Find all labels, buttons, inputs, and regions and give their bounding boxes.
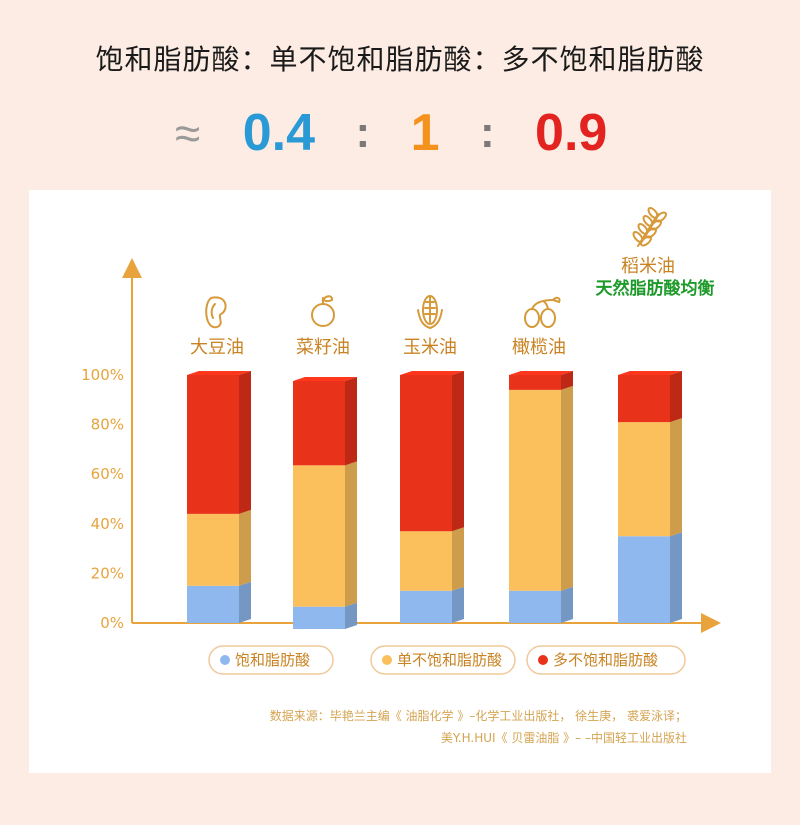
source-line-2: 美Y.H.HUI《 贝雷油脂 》– –中国轻工业出版社: [441, 730, 687, 745]
y-tick-label: 20%: [91, 564, 124, 582]
legend-label: 饱和脂肪酸: [235, 651, 310, 669]
bar-segment: [509, 586, 573, 623]
legend-item: 单不饱和脂肪酸: [370, 645, 516, 675]
legend-item: 饱和脂肪酸: [208, 645, 334, 675]
bar-segment: [187, 581, 251, 623]
stacked-bar-chart: 0% 20% 40% 60% 80% 100% 大豆油 菜籽油 玉米油 橄榄油 稻米油 天然脂肪酸…: [81, 207, 721, 745]
bar-segment: [400, 371, 464, 532]
legend-swatch: [538, 655, 548, 665]
bar-segment: [618, 532, 682, 623]
corn-icon: [417, 295, 443, 330]
y-tick-label: 60%: [91, 465, 124, 483]
ratio-row: ≈ 0.4 : 1 : 0.9: [175, 100, 608, 163]
bar-segment: [293, 377, 357, 466]
headline: 饱和脂肪酸：单不饱和脂肪酸：多不饱和脂肪酸: [95, 43, 705, 76]
bean-icon: [205, 296, 227, 329]
bar-top: [400, 371, 464, 375]
ratio-saturated-value: 0.4: [242, 104, 315, 163]
olive-icon: [524, 296, 561, 328]
bar-segment: [618, 418, 682, 537]
bar-top: [187, 371, 251, 375]
bar-segment: [618, 371, 682, 423]
category-label: 大豆油: [190, 337, 244, 358]
bar-segment: [293, 602, 357, 629]
bar-segment: [187, 371, 251, 514]
chart-card: 0% 20% 40% 60% 80% 100% 大豆油 菜籽油 玉米油 橄榄油 稻米油 天然脂肪酸…: [29, 190, 771, 773]
wheat-icon: [632, 207, 667, 247]
y-tick-label: 0%: [100, 614, 124, 632]
ratio-separator: :: [479, 108, 495, 158]
bar-segment: [400, 586, 464, 623]
source-line-1: 数据来源：毕艳兰主编《 油脂化学 》–化学工业出版社， 徐生庚， 裘爱泳译；: [270, 708, 687, 723]
legend-swatch: [382, 655, 392, 665]
bar-segment: [509, 385, 573, 591]
ratio-polyunsaturated-value: 0.9: [535, 104, 608, 163]
bar-segment: [509, 371, 573, 390]
approx-sign: ≈: [175, 107, 201, 160]
ratio-monounsaturated-value: 1: [410, 104, 440, 163]
bar-top: [509, 371, 573, 375]
highlight-text: 天然脂肪酸均衡: [596, 278, 715, 299]
bar-top: [293, 377, 357, 381]
y-tick-label: 100%: [81, 366, 124, 384]
legend-swatch: [220, 655, 230, 665]
bar-segment: [187, 509, 251, 586]
y-tick-label: 40%: [91, 515, 124, 533]
category-label: 稻米油: [621, 256, 675, 277]
ratio-separator: :: [355, 108, 371, 158]
bar-segment: [400, 527, 464, 591]
legend-label: 多不饱和脂肪酸: [553, 651, 658, 669]
y-tick-label: 80%: [91, 416, 124, 434]
category-label: 菜籽油: [296, 337, 350, 358]
bar-segment: [293, 461, 357, 607]
category-label: 橄榄油: [512, 337, 566, 358]
bar-top: [618, 371, 682, 375]
legend-label: 单不饱和脂肪酸: [397, 651, 502, 669]
category-label: 玉米油: [403, 337, 457, 358]
rapeseed-icon: [311, 295, 335, 327]
legend-item: 多不饱和脂肪酸: [526, 645, 686, 675]
